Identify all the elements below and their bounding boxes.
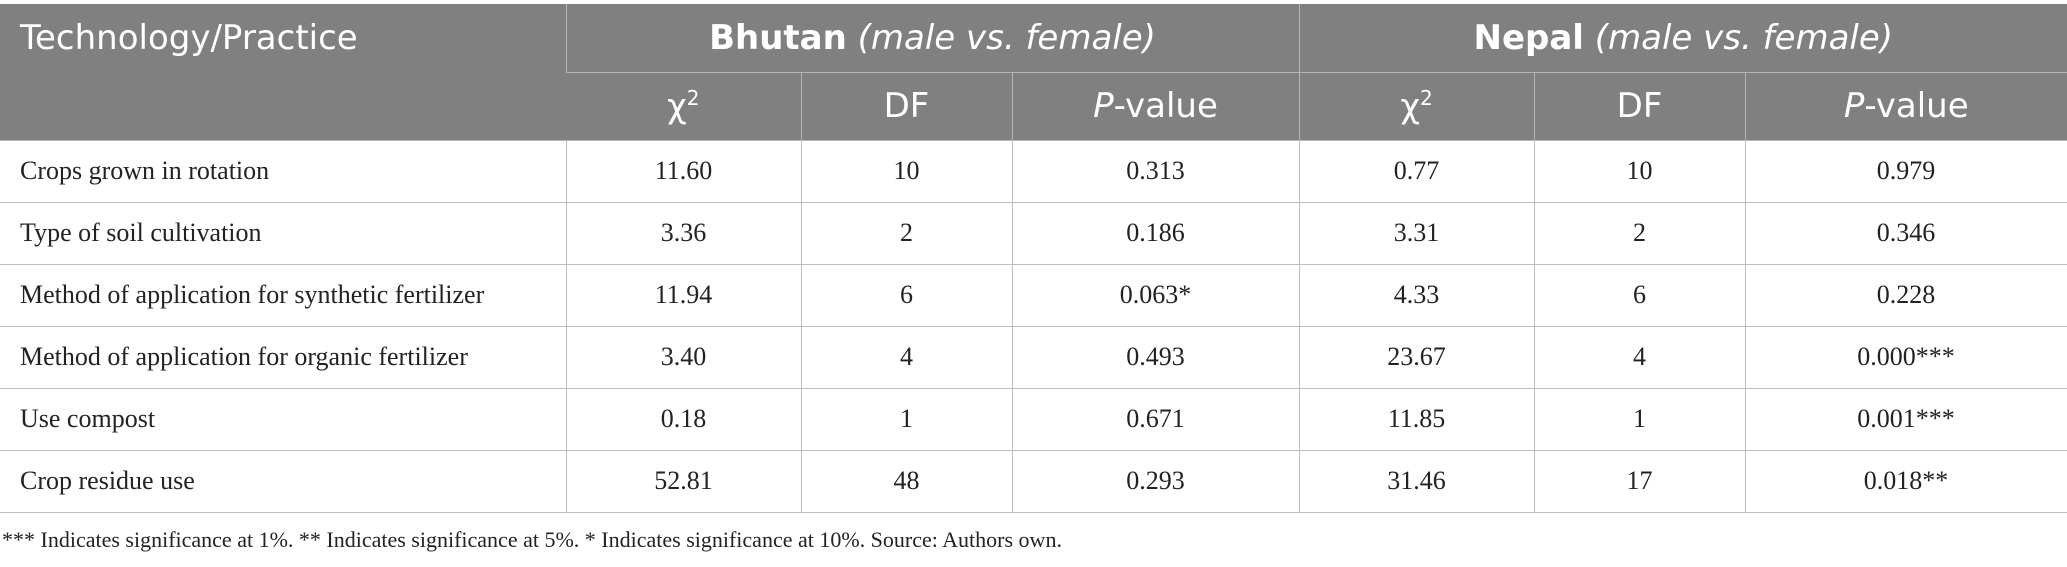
nepal-p-value-header: P-value — [1744, 72, 2067, 141]
practice-label: Method of application for synthetic fert… — [0, 263, 567, 327]
bhutan-p-value: 0.293 — [1011, 449, 1300, 513]
nepal-comparison-note: (male vs. female) — [1594, 17, 1894, 58]
bhutan-df: 6 — [800, 263, 1013, 327]
nepal-label: Nepal — [1473, 17, 1584, 58]
bhutan-p-value: 0.063* — [1011, 263, 1300, 327]
table-row: Use compost 0.18 1 0.671 11.85 1 0.001**… — [0, 387, 2067, 451]
bhutan-p-value: 0.671 — [1011, 387, 1300, 451]
bhutan-chi-square: 52.81 — [565, 449, 802, 513]
bhutan-df: 10 — [800, 139, 1013, 203]
bhutan-chi-square: 3.36 — [565, 201, 802, 265]
nepal-p-value: 0.018** — [1744, 449, 2067, 513]
chi-superscript: 2 — [1419, 85, 1433, 110]
statistics-table: Technology/Practice Bhutan (male vs. fem… — [0, 4, 2067, 513]
nepal-df: 6 — [1533, 263, 1746, 327]
nepal-p-value: 0.228 — [1744, 263, 2067, 327]
nepal-df: 2 — [1533, 201, 1746, 265]
bhutan-p-value: 0.186 — [1011, 201, 1300, 265]
chi-superscript: 2 — [686, 85, 700, 110]
chi-symbol: χ — [1400, 86, 1420, 127]
bhutan-chi-square: 0.18 — [565, 387, 802, 451]
nepal-chi-square: 23.67 — [1298, 325, 1535, 389]
table-row: Type of soil cultivation 3.36 2 0.186 3.… — [0, 201, 2067, 265]
nepal-df-header: DF — [1533, 72, 1746, 141]
nepal-df: 10 — [1533, 139, 1746, 203]
bhutan-df: 48 — [800, 449, 1013, 513]
nepal-chi-square: 3.31 — [1298, 201, 1535, 265]
table-row: Method of application for organic fertil… — [0, 325, 2067, 389]
table-row: Crops grown in rotation 11.60 10 0.313 0… — [0, 139, 2067, 203]
practice-label: Crops grown in rotation — [0, 139, 567, 203]
nepal-p-value: 0.346 — [1744, 201, 2067, 265]
bhutan-df-header: DF — [800, 72, 1012, 141]
nepal-p-value: 0.001*** — [1744, 387, 2067, 451]
practice-label: Type of soil cultivation — [0, 201, 567, 265]
bhutan-df: 1 — [800, 387, 1013, 451]
nepal-df: 1 — [1533, 387, 1746, 451]
p-letter: P — [1843, 86, 1865, 126]
nepal-chi-square: 31.46 — [1298, 449, 1535, 513]
practice-label: Method of application for organic fertil… — [0, 325, 567, 389]
bhutan-comparison-note: (male vs. female) — [857, 17, 1156, 58]
p-letter: P — [1093, 86, 1114, 126]
bhutan-df: 4 — [800, 325, 1013, 389]
bhutan-chi-square: 11.60 — [565, 139, 802, 203]
nepal-df: 17 — [1533, 449, 1746, 513]
nepal-chi-square: 0.77 — [1298, 139, 1535, 203]
table-footnote: *** Indicates significance at 1%. ** Ind… — [2, 527, 1062, 552]
table-row: Crop residue use 52.81 48 0.293 31.46 17… — [0, 449, 2067, 513]
bhutan-label: Bhutan — [709, 17, 847, 58]
bhutan-p-value: 0.493 — [1011, 325, 1300, 389]
nepal-chi-square: 4.33 — [1298, 263, 1535, 327]
practice-label: Crop residue use — [0, 449, 567, 513]
bhutan-chi-square-header: χ2 — [566, 72, 801, 141]
bhutan-df: 2 — [800, 201, 1013, 265]
nepal-chi-square: 11.85 — [1298, 387, 1535, 451]
nepal-p-value: 0.000*** — [1744, 325, 2067, 389]
nepal-p-value: 0.979 — [1744, 139, 2067, 203]
table-row: Method of application for synthetic fert… — [0, 263, 2067, 327]
p-value-suffix: -value — [1864, 86, 1969, 126]
nepal-header: Nepal (male vs. female) — [1298, 4, 2067, 73]
bhutan-chi-square: 11.94 — [565, 263, 802, 327]
bhutan-p-value-header: P-value — [1011, 72, 1300, 141]
bhutan-header: Bhutan (male vs. female) — [565, 4, 1300, 73]
nepal-chi-square-header: χ2 — [1298, 72, 1535, 141]
chi-symbol: χ — [667, 86, 687, 127]
bhutan-p-value: 0.313 — [1011, 139, 1300, 203]
nepal-df: 4 — [1533, 325, 1746, 389]
technology-practice-header: Technology/Practice — [0, 4, 566, 141]
p-value-suffix: -value — [1113, 86, 1218, 126]
bhutan-chi-square: 3.40 — [565, 325, 802, 389]
practice-label: Use compost — [0, 387, 567, 451]
